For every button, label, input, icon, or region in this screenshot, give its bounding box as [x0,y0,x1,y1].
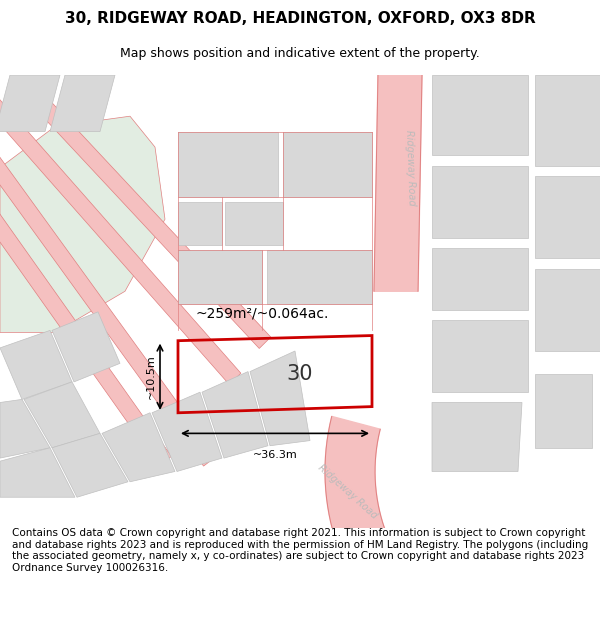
Polygon shape [102,412,175,482]
Polygon shape [432,320,528,392]
Polygon shape [535,269,600,351]
Text: Map shows position and indicative extent of the property.: Map shows position and indicative extent… [120,48,480,61]
Polygon shape [432,402,522,471]
Polygon shape [0,152,217,466]
Text: 30, RIDGEWAY ROAD, HEADINGTON, OXFORD, OX3 8DR: 30, RIDGEWAY ROAD, HEADINGTON, OXFORD, O… [65,11,535,26]
Polygon shape [432,166,528,238]
Polygon shape [0,116,165,332]
Polygon shape [0,75,60,132]
Polygon shape [202,372,268,458]
Polygon shape [535,374,592,448]
Polygon shape [178,250,262,304]
Polygon shape [225,202,283,245]
Polygon shape [374,75,422,291]
Text: ~10.5m: ~10.5m [146,354,156,399]
Polygon shape [535,75,600,166]
Text: 30: 30 [287,364,313,384]
Polygon shape [0,331,72,399]
Polygon shape [432,75,528,156]
Polygon shape [325,416,540,625]
Polygon shape [52,433,128,498]
Polygon shape [152,392,222,471]
Polygon shape [535,176,600,258]
Text: Ridgeway Road: Ridgeway Road [404,129,416,206]
Text: ~36.3m: ~36.3m [253,450,298,460]
Polygon shape [0,209,172,466]
Polygon shape [250,351,310,446]
Polygon shape [24,382,100,448]
Text: Contains OS data © Crown copyright and database right 2021. This information is : Contains OS data © Crown copyright and d… [12,528,588,573]
Polygon shape [283,132,372,196]
Polygon shape [432,248,528,310]
Polygon shape [9,69,271,349]
Polygon shape [0,399,50,458]
Text: ~259m²/~0.064ac.: ~259m²/~0.064ac. [196,307,329,321]
Polygon shape [50,75,115,132]
Polygon shape [267,250,372,304]
Polygon shape [0,448,75,498]
Polygon shape [178,132,278,196]
Text: Ridgeway Road: Ridgeway Road [316,463,380,521]
Polygon shape [178,202,222,245]
Polygon shape [0,95,241,384]
Polygon shape [52,312,120,382]
